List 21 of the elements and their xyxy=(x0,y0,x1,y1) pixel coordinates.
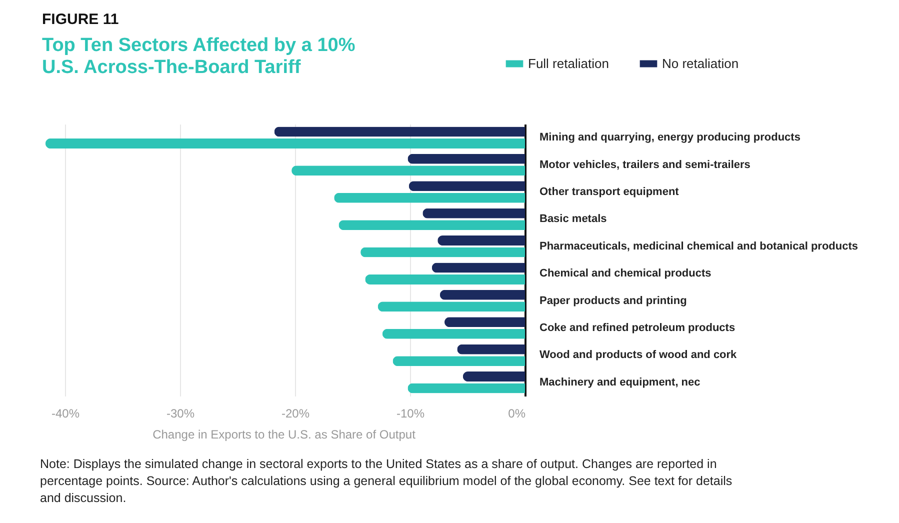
chart-subtitle: FIGURE 11 xyxy=(42,11,119,28)
x-tick-label: -10% xyxy=(396,406,425,420)
y-tick-label: Other transport equipment xyxy=(540,186,680,198)
legend-label: Full retaliation xyxy=(528,56,609,71)
x-axis-title: Change in Exports to the U.S. as Share of Output xyxy=(152,428,416,442)
x-tick-label: -30% xyxy=(166,406,195,420)
y-tick-label: Motor vehicles, trailers and semi-trailers xyxy=(540,158,750,171)
y-tick-label: Wood and products of wood and cork xyxy=(540,349,738,362)
y-tick-label: Pharmaceuticals, medicinal chemical and botanical products xyxy=(540,240,858,252)
x-tick-label: -20% xyxy=(281,406,310,420)
y-tick-label: Coke and refined petroleum products xyxy=(540,322,736,334)
y-tick-label: Machinery and equipment, nec xyxy=(540,376,700,388)
x-tick-label: -40% xyxy=(51,406,80,420)
y-tick-label: Mining and quarrying, energy producing products xyxy=(540,132,800,144)
text: Note: Displays the simulated change in sectoral exports to the United States as a share of output. Changes are reported in percentage points. Source: Author's calculations using a general equilibrium model of the global economy. See text for details and discussion. xyxy=(40,457,732,505)
legend-label: No retaliation xyxy=(662,56,739,71)
chart-title: Top Ten Sectors Affected by a 10% U.S. Across-The-Board Tariff xyxy=(42,35,356,78)
y-tick-label: Paper products and printing xyxy=(540,294,687,307)
y-tick-label: Chemical and chemical products xyxy=(540,268,712,280)
y-tick-label: Basic metals xyxy=(540,213,607,226)
x-tick-label: 0% xyxy=(508,406,526,420)
